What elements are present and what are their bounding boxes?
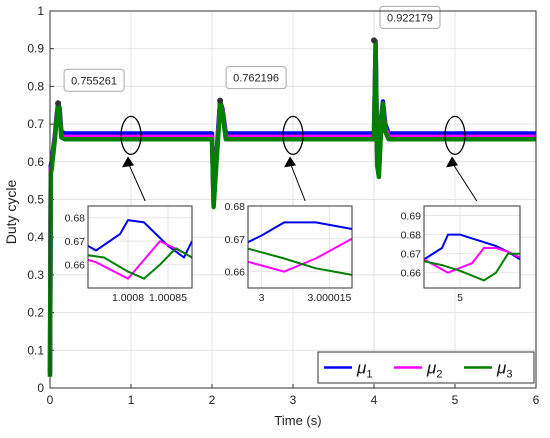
inset-y-tick-label: 0.67 [225, 234, 246, 246]
inset-y-tick-label: 0.66 [401, 268, 422, 280]
y-tick-label: 0.3 [27, 268, 44, 282]
y-tick-label: 0.8 [27, 79, 44, 93]
datatip-2: 0.762196 [217, 66, 287, 104]
inset-border [423, 205, 521, 289]
y-tick-label: 0.4 [27, 230, 44, 244]
inset-y-tick-label: 0.66 [65, 260, 86, 272]
zoom-arrow-line [451, 162, 478, 202]
zoom-ellipse [444, 115, 466, 156]
datatip-box [63, 68, 125, 92]
y-tick-label: 0.1 [27, 343, 44, 357]
inset-x-tick-label: 5 [457, 292, 463, 304]
inset-y-tick-label: 0.68 [401, 230, 422, 242]
legend-label-1: μ1 [356, 359, 372, 381]
zoom-arrow-head [122, 156, 134, 168]
legend-label-2: μ2 [426, 359, 442, 381]
inset-1: 0.66 0.67 0.68 1.0008 1.00085 [65, 205, 193, 304]
datatip-label: 0.755261 [71, 75, 117, 87]
inset-series-line-2 [247, 237, 353, 273]
inset-y-tick-label: 0.69 [401, 211, 422, 223]
zoom-ellipse [282, 115, 304, 156]
inset-y-tick-label: 0.67 [401, 249, 422, 261]
x-tick-label: 1 [128, 393, 135, 407]
zoom-marker-3 [444, 115, 478, 202]
x-tick-label: 3 [290, 393, 297, 407]
legend: μ1 μ2 μ3 [317, 351, 535, 384]
inset-series-line-3 [87, 247, 193, 280]
datatip-3: 0.922179 [371, 5, 441, 44]
inset-3: 0.66 0.67 0.68 0.69 5 [401, 205, 521, 304]
datatip-marker [371, 37, 377, 44]
datatip-box [225, 66, 287, 90]
inset-x-tick-label: 1.0008 [112, 292, 144, 304]
zoom-arrow-head [284, 156, 296, 168]
inset-series-line-1 [87, 219, 193, 259]
inset-series-line-3 [247, 247, 353, 276]
datatip-label: 0.922179 [387, 12, 433, 24]
inset-frame [87, 205, 193, 289]
x-tick-label: 4 [371, 393, 378, 407]
x-tick-label: 0 [47, 393, 54, 407]
x-tick-label: 2 [209, 393, 216, 407]
inset-x-tick-label: 3 [259, 292, 265, 304]
y-tick-label: 0.9 [27, 42, 44, 56]
inset-2: 0.66 0.67 0.68 3 3.000015 [225, 201, 353, 304]
inset-y-tick-label: 0.68 [65, 213, 86, 225]
zoom-marker-1 [120, 115, 146, 202]
y-tick-label: 0.5 [27, 193, 44, 207]
x-tick-label: 6 [533, 393, 540, 407]
inset-y-tick-label: 0.66 [225, 267, 246, 279]
datatip-1: 0.755261 [55, 68, 125, 107]
x-tick-label: 5 [452, 393, 459, 407]
inset-y-tick-label: 0.68 [225, 201, 246, 213]
inset-x-tick-label: 1.00085 [149, 292, 187, 304]
inset-series-line-1 [247, 221, 353, 243]
datatip-marker [55, 100, 62, 107]
zoom-marker-2 [282, 115, 306, 202]
inset-x-tick-label: 3.000015 [307, 292, 351, 304]
zoom-ellipse [120, 115, 142, 156]
y-tick-label: 0.2 [27, 306, 44, 320]
x-axis-label: Time (s) [274, 413, 321, 428]
y-tick-label: 1 [37, 4, 44, 18]
plot-border [49, 10, 537, 389]
datatip-box [379, 5, 441, 29]
inset-frame [247, 205, 353, 289]
datatip-marker [217, 97, 224, 104]
inset-series-line-2 [423, 247, 521, 274]
y-tick-label: 0.6 [27, 155, 44, 169]
legend-label-3: μ3 [496, 359, 512, 381]
zoom-arrow-head [446, 156, 458, 168]
y-axis-label: Duty cycle [3, 180, 19, 245]
inset-border [247, 205, 353, 289]
y-tick-label: 0.7 [27, 117, 44, 131]
inset-series-line-3 [423, 252, 520, 282]
y-tick-label: 0 [37, 381, 44, 395]
legend-box [317, 351, 535, 384]
datatip-label: 0.762196 [233, 73, 279, 85]
inset-border [87, 205, 193, 289]
zoom-arrow-line [127, 162, 146, 202]
inset-y-tick-label: 0.67 [65, 236, 86, 248]
zoom-arrow-line [289, 162, 306, 202]
